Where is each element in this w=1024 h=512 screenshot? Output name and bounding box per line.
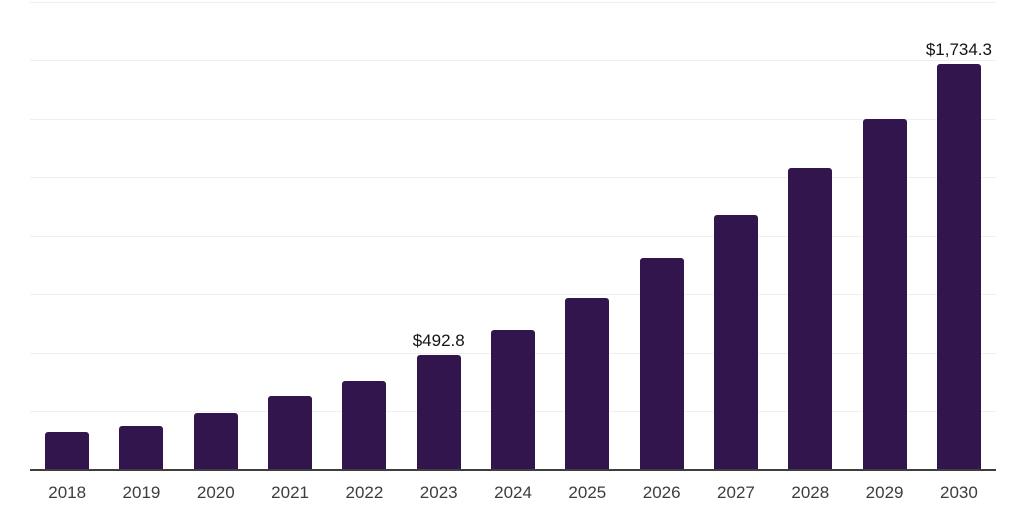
x-tick-label-2018: 2018 bbox=[48, 483, 87, 502]
bar-2019 bbox=[119, 426, 164, 470]
x-tick-label-2025: 2025 bbox=[568, 483, 607, 502]
gridline-2000 bbox=[30, 2, 996, 3]
x-tick-label-2022: 2022 bbox=[345, 483, 384, 502]
bar-slot-2018 bbox=[30, 2, 104, 470]
bar-slot-2028 bbox=[773, 2, 847, 470]
bar-slot-2024 bbox=[476, 2, 550, 470]
gridline-1750 bbox=[30, 60, 996, 61]
bar-slot-2025 bbox=[550, 2, 624, 470]
bar-slot-2020 bbox=[179, 2, 253, 470]
x-tick-label-2026: 2026 bbox=[642, 483, 681, 502]
bar-slot-2019 bbox=[104, 2, 178, 470]
x-tick-label-2029: 2029 bbox=[865, 483, 904, 502]
bar-slot-2023: $492.8 bbox=[402, 2, 476, 470]
bar-2030 bbox=[936, 64, 981, 470]
bar-slot-2030: $1,734.3 bbox=[922, 2, 996, 470]
gridline-1250 bbox=[30, 177, 996, 178]
value-label-2023: $492.8 bbox=[412, 331, 465, 350]
bar-2018 bbox=[45, 432, 90, 470]
x-tick-label-2021: 2021 bbox=[271, 483, 309, 502]
bar-2023 bbox=[416, 355, 461, 470]
bar-2021 bbox=[268, 396, 313, 470]
x-tick-label-2030: 2030 bbox=[939, 483, 978, 502]
x-tick-label-2028: 2028 bbox=[791, 483, 830, 502]
bar-slot-2021 bbox=[253, 2, 327, 470]
gridline-1000 bbox=[30, 236, 996, 237]
gridline-750 bbox=[30, 294, 996, 295]
bar-2028 bbox=[788, 168, 833, 470]
bar-slot-2022 bbox=[327, 2, 401, 470]
x-tick-label-2020: 2020 bbox=[196, 483, 235, 502]
x-axis-tick-labels: 2018 2019 2020 2021 2022 2023 2024 2025 2026 2027… bbox=[30, 483, 996, 503]
bar-2025 bbox=[565, 298, 610, 470]
bar-2029 bbox=[862, 119, 907, 470]
x-tick-label-2027: 2027 bbox=[717, 483, 755, 502]
bar-slot-2027 bbox=[699, 2, 773, 470]
bar-2022 bbox=[342, 381, 387, 470]
x-tick-label-2024: 2024 bbox=[494, 483, 532, 502]
bar-2026 bbox=[639, 258, 684, 470]
x-tick-label-2019: 2019 bbox=[122, 483, 161, 502]
gridline-1500 bbox=[30, 119, 996, 120]
bars-row: $492.8 $1,734.3 bbox=[30, 2, 996, 470]
bar-2027 bbox=[713, 215, 758, 470]
x-tick-label-2023: 2023 bbox=[419, 483, 458, 502]
x-axis-line bbox=[30, 469, 996, 471]
bar-slot-2029 bbox=[847, 2, 921, 470]
plot-area: $492.8 $1,734.3 bbox=[30, 2, 996, 471]
bar-2020 bbox=[193, 413, 238, 470]
value-label-2030: $1,734.3 bbox=[925, 40, 992, 59]
bar-2024 bbox=[491, 330, 536, 470]
bar-slot-2026 bbox=[625, 2, 699, 470]
